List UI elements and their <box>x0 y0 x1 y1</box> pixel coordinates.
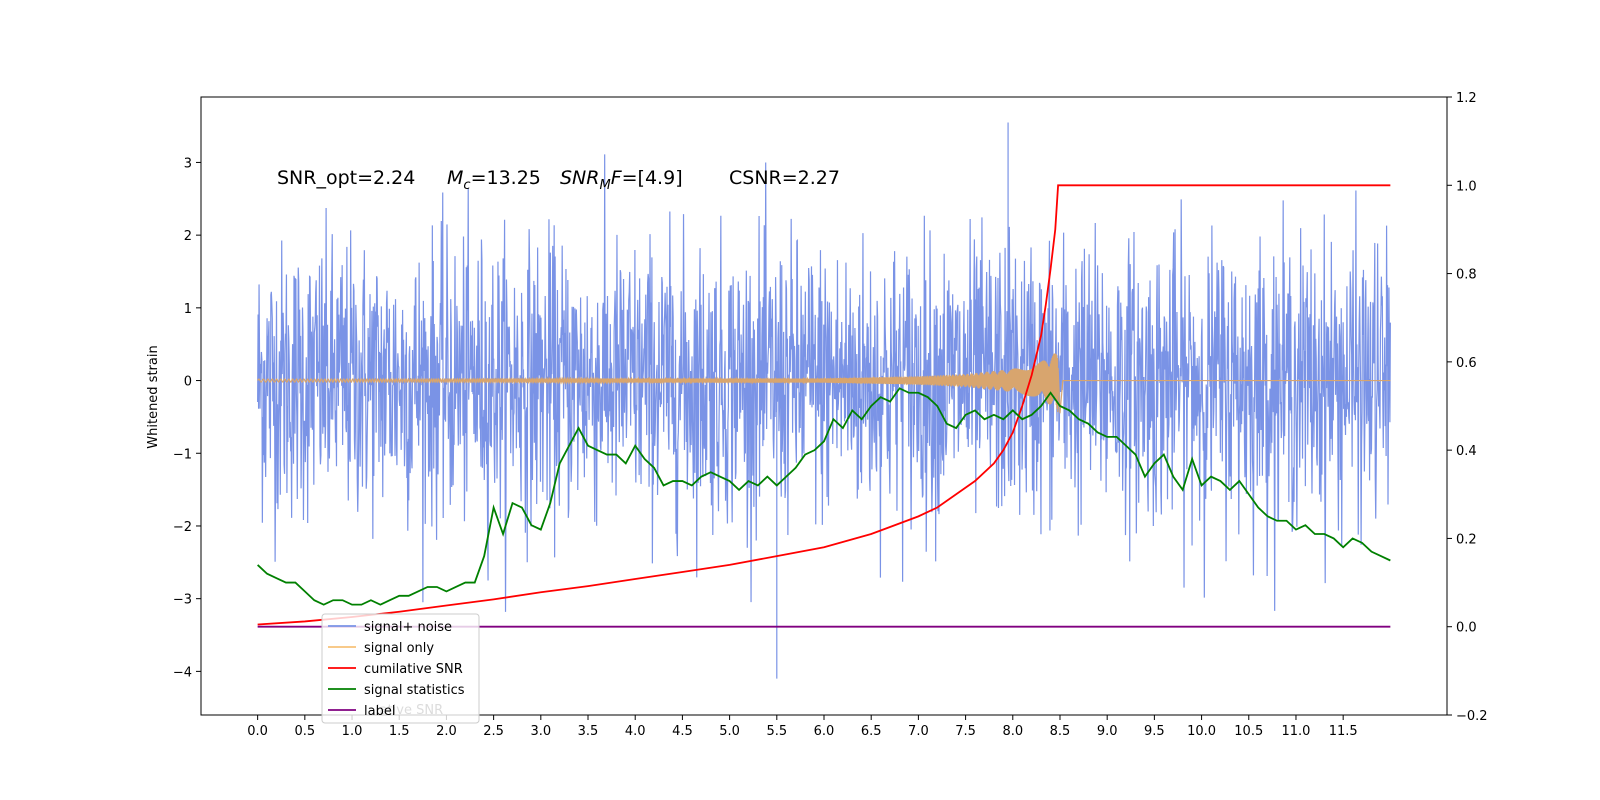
x-tick-label: 9.5 <box>1144 724 1165 739</box>
y-tick-label: −3 <box>173 593 192 608</box>
y2-tick-label: 0.4 <box>1456 444 1477 459</box>
series-signal-noise <box>257 122 1391 679</box>
y-tick-label: 2 <box>184 229 192 244</box>
annotation-snr-mf: SNRMF=[4.9] <box>560 167 683 193</box>
annotation-mc-symbol: M <box>447 167 463 189</box>
series-signal-statistics <box>257 387 1391 606</box>
x-tick-label: 2.5 <box>483 724 504 739</box>
x-tick-label: 4.5 <box>672 724 693 739</box>
legend-label: signal+ noise <box>364 620 452 635</box>
x-tick-label: 9.0 <box>1097 724 1118 739</box>
x-tick-label: 3.5 <box>578 724 599 739</box>
x-tick-label: 1.0 <box>342 724 363 739</box>
x-tick-label: 2.0 <box>436 724 457 739</box>
x-tick-label: 1.5 <box>389 724 410 739</box>
x-tick-label: 6.0 <box>814 724 835 739</box>
y-tick-label: 1 <box>184 302 192 317</box>
annotation-csnr: CSNR=2.27 <box>729 167 840 189</box>
series-cumulative-snr <box>257 184 1391 626</box>
x-tick-label: 6.5 <box>861 724 882 739</box>
annotation-snr-symbol: SNR <box>560 167 599 189</box>
y2-tick-label: 0.6 <box>1456 356 1477 371</box>
series-signal-only <box>257 353 1391 414</box>
x-tick-label: 10.0 <box>1187 724 1216 739</box>
annotation-mc-value: =13.25 <box>471 167 541 189</box>
x-tick-label: 4.0 <box>625 724 646 739</box>
x-tick-label: 0.0 <box>247 724 268 739</box>
annotation-mc: Mc=13.25 <box>447 167 541 193</box>
annotation-snr-opt: SNR_opt=2.24 <box>277 167 415 189</box>
y2-tick-label: −0.2 <box>1456 709 1488 724</box>
y-tick-label: −1 <box>173 447 192 462</box>
legend-label: signal only <box>364 641 434 656</box>
annotation-snr-f: F <box>611 167 623 189</box>
axes: 0.0 0.5 1.0 1.5 2.0 2.5 3.0 3.5 4.0 4.5 5.0 5.5 6.0 6… <box>173 91 1488 739</box>
y-tick-label: 0 <box>184 375 192 390</box>
x-tick-label: 8.0 <box>1002 724 1023 739</box>
x-tick-label: 3.0 <box>530 724 551 739</box>
annotation: SNR_opt=2.24 Mc=13.25 SNRMF=[4.9] CSNR=2… <box>277 167 840 193</box>
annotation-mc-sub: c <box>463 178 470 193</box>
y2-tick-label: 0.2 <box>1456 532 1477 547</box>
x-tick-label: 0.5 <box>294 724 315 739</box>
legend-ghost-text: lative SNR <box>376 703 443 718</box>
legend-box <box>321 613 480 724</box>
x-tick-label: 8.5 <box>1050 724 1071 739</box>
x-tick-label: 7.0 <box>908 724 929 739</box>
y2-tick-label: 0.0 <box>1456 621 1477 636</box>
y2-tick-label: 0.8 <box>1456 268 1477 283</box>
y2-tick-label: 1.2 <box>1456 91 1477 106</box>
x-tick-label: 5.5 <box>766 724 787 739</box>
legend-label: cumilative SNR <box>364 662 463 677</box>
x-tick-label: 5.0 <box>719 724 740 739</box>
plot-area <box>257 122 1391 679</box>
y-tick-label: 3 <box>184 156 192 171</box>
x-tick-label: 11.0 <box>1281 724 1310 739</box>
legend-label: label <box>364 704 395 719</box>
legend-label: signal statistics <box>364 683 465 698</box>
x-tick-label: 7.5 <box>955 724 976 739</box>
y-tick-label: −2 <box>173 520 192 535</box>
y2-tick-label: 1.0 <box>1456 179 1477 194</box>
annotation-snr-value: =[4.9] <box>622 167 683 189</box>
legend: lative SNR signal+ noise signal only cumila… <box>321 613 480 724</box>
y-tick-label: −4 <box>173 665 192 680</box>
x-tick-label: 11.5 <box>1329 724 1358 739</box>
x-tick-label: 10.5 <box>1234 724 1263 739</box>
ylabel: Whitened strain <box>146 345 161 448</box>
annotation-snr-sub: M <box>599 178 610 193</box>
